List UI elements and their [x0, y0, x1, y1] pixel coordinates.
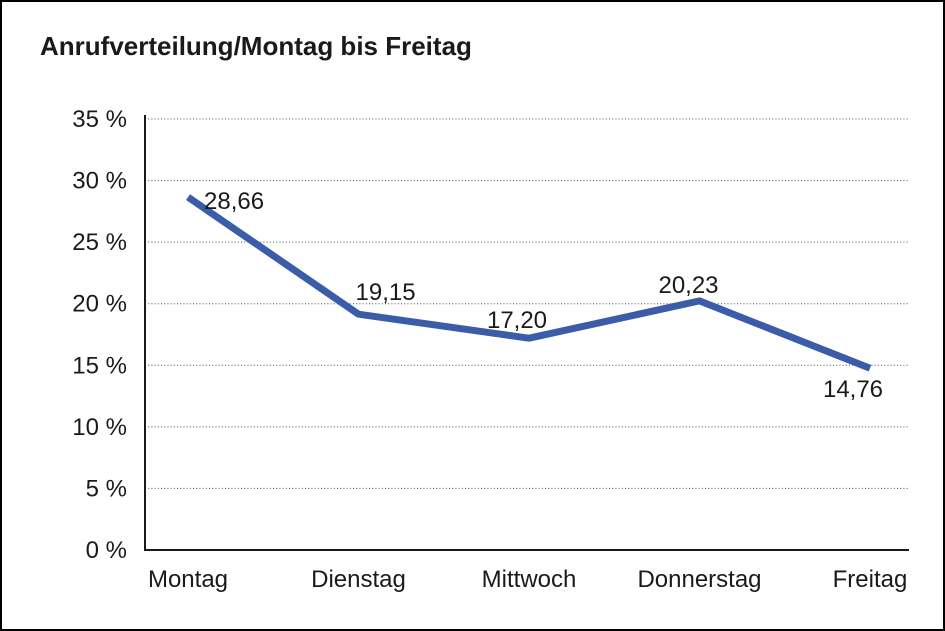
- data-series-line: [186, 194, 872, 372]
- data-point-label: 28,66: [204, 188, 264, 215]
- y-axis-tick-label: 0 %: [86, 537, 127, 564]
- data-point-label: 20,23: [658, 272, 718, 299]
- y-axis-tick-label: 15 %: [72, 352, 127, 379]
- x-axis-category-label: Dienstag: [311, 566, 406, 593]
- y-axis-tick-label: 10 %: [72, 414, 127, 441]
- y-axis-tick-label: 5 %: [86, 475, 127, 502]
- x-axis-category-label: Donnerstag: [637, 566, 761, 593]
- data-point-label: 19,15: [356, 279, 416, 306]
- data-point-label: 14,76: [823, 376, 883, 403]
- x-axis-category-label: Mittwoch: [482, 566, 577, 593]
- y-axis-tick-label: 25 %: [72, 229, 127, 256]
- y-axis-tick-label: 30 %: [72, 168, 127, 195]
- chart-title: Anrufverteilung/Montag bis Freitag: [40, 31, 472, 61]
- y-axis-tick-label: 20 %: [72, 291, 127, 318]
- data-point-label: 17,20: [487, 307, 547, 334]
- y-axis-tick-label: 35 %: [72, 106, 127, 133]
- x-axis-category-label: Montag: [148, 566, 228, 593]
- x-axis-category-label: Freitag: [833, 566, 908, 593]
